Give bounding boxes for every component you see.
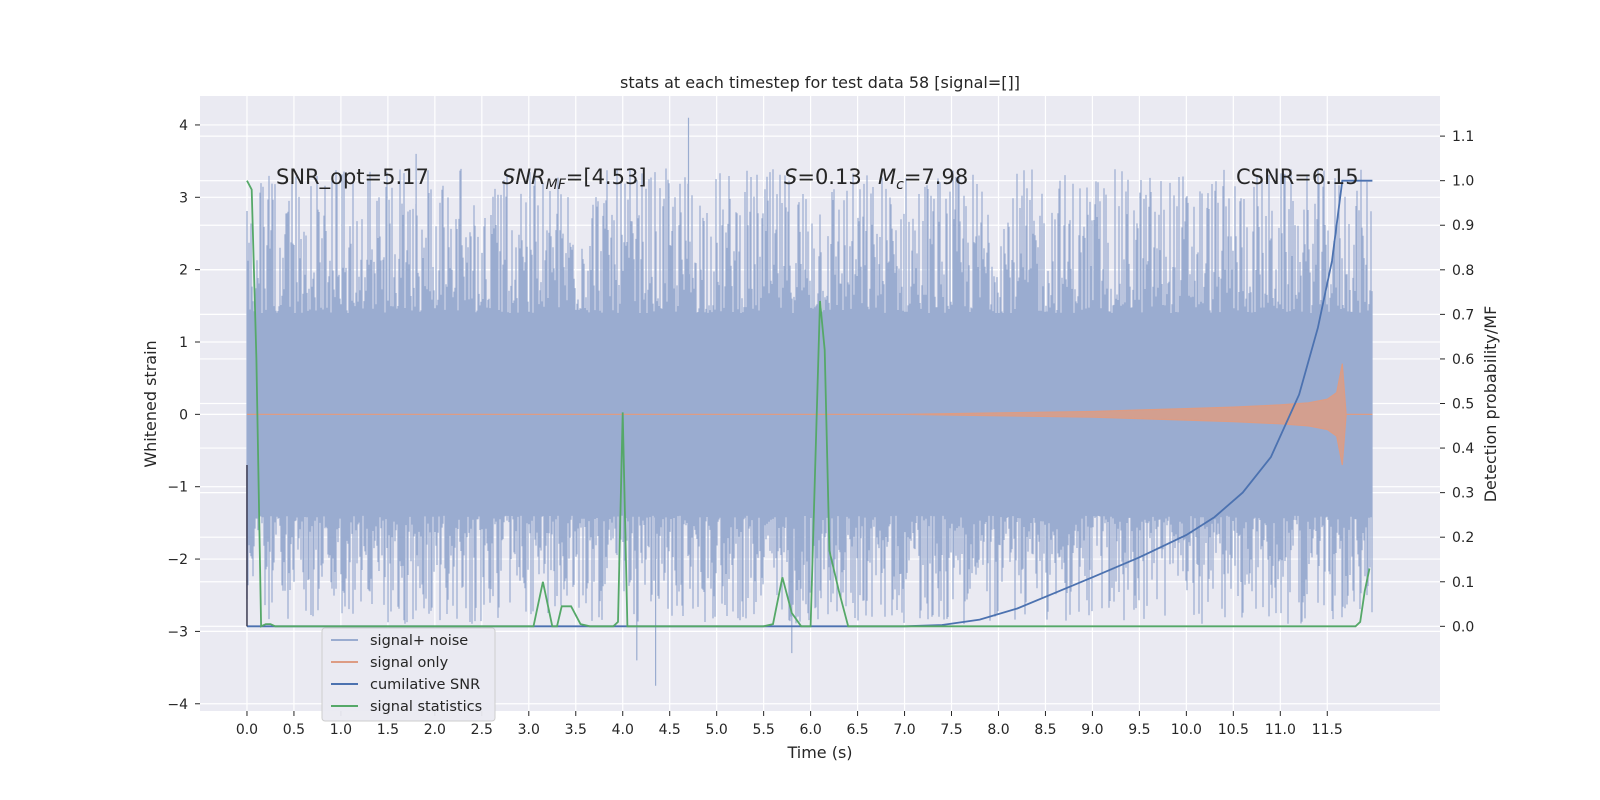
y-right-tick-label: 0.0: [1452, 619, 1474, 635]
annotation-snr-opt: SNR_opt=5.17: [276, 165, 429, 190]
x-tick-label: 6.5: [846, 722, 868, 738]
legend-label-signal-noise: signal+ noise: [370, 633, 468, 649]
x-axis-label: Time (s): [786, 743, 852, 762]
x-tick-label: 6.0: [799, 722, 821, 738]
legend-box: [321, 627, 496, 722]
y-axis-ticks: 4 3 2 1 0 −1 −2 −3 −4: [167, 118, 200, 713]
annotation-s-symbol: S: [784, 165, 797, 189]
x-tick-label: 8.5: [1034, 722, 1056, 738]
x-tick-label: 2.5: [471, 722, 493, 738]
x-tick-label: 5.0: [706, 722, 728, 738]
x-tick-label: 10.5: [1218, 722, 1249, 738]
x-tick-label: 7.5: [940, 722, 962, 738]
x-tick-label: 4.0: [612, 722, 634, 738]
annotation-mc-value: =7.98: [904, 165, 968, 189]
x-tick-label: 11.5: [1312, 722, 1343, 738]
y-right-tick-label: 0.3: [1452, 486, 1474, 502]
y-right-tick-label: 0.7: [1452, 307, 1474, 323]
y-axis-right-ticks: 1.1 1.0 0.9 0.8 0.7 0.6 0.5 0.4 0.3 0.2 0.1 0.0: [1440, 129, 1474, 635]
x-tick-label: 10.0: [1171, 722, 1202, 738]
legend-label-signal-statistics: signal statistics: [370, 699, 482, 715]
noise-spikes: [246, 117, 1373, 686]
x-tick-label: 1.0: [330, 722, 352, 738]
x-tick-label: 9.5: [1128, 722, 1150, 738]
x-axis-ticks: 0.0 0.5 1.0 1.5 2.0 2.5 3.0 3.5 4.0 4.5 5.0 5.5 6.0 6…: [236, 711, 1343, 738]
y-tick-label: 3: [179, 190, 188, 206]
y-right-tick-label: 0.6: [1452, 352, 1474, 368]
annotation-snr-mf-subscript: MF: [546, 177, 567, 193]
y-tick-label: −1: [167, 480, 188, 496]
x-tick-label: 5.5: [753, 722, 775, 738]
y-tick-label: −2: [167, 552, 188, 568]
x-tick-label: 7.0: [893, 722, 915, 738]
y-tick-label: −4: [167, 697, 188, 713]
annotation-mc-symbol: M: [878, 165, 896, 189]
signal-only-series: [247, 363, 1373, 466]
x-tick-label: 0.0: [236, 722, 258, 738]
signal-statistics-line: [246, 180, 1371, 628]
y-tick-label: 1: [179, 335, 188, 351]
signal-only-envelope: [247, 363, 1373, 466]
y-right-tick-label: 0.1: [1452, 575, 1474, 591]
x-tick-label: 3.0: [518, 722, 540, 738]
y-right-tick-label: 0.8: [1452, 263, 1474, 279]
y-tick-label: 2: [179, 263, 188, 279]
annotation-mc: Mc=7.98: [878, 165, 968, 193]
annotation-s-value: =0.13: [797, 165, 861, 189]
legend-label-cumulative-snr: cumilative SNR: [370, 677, 480, 693]
signal-statistics-series: [246, 180, 1371, 628]
y-right-tick-label: 1.0: [1452, 174, 1474, 190]
x-tick-label: 2.0: [424, 722, 446, 738]
chart-title: stats at each timestep for test data 58 …: [620, 73, 1020, 92]
annotation-s: S=0.13: [784, 165, 862, 189]
cumulative-snr-line: [247, 179, 1373, 628]
legend: signal+ noise signal only cumilative SNR…: [321, 627, 496, 722]
cumulative-snr-series: [246, 179, 1373, 628]
y-tick-label: 0: [179, 407, 188, 423]
x-tick-label: 9.0: [1081, 722, 1103, 738]
annotation-snr-mf: SNRMF=[4.53]: [502, 165, 647, 193]
annotation-mc-subscript: c: [896, 177, 904, 193]
y-axis-right-label: Detection probability/MF: [1481, 306, 1500, 503]
y-right-tick-label: 1.1: [1452, 129, 1474, 145]
y-right-tick-label: 0.4: [1452, 441, 1474, 457]
annotation-snr-mf-symbol: SNR: [502, 165, 546, 189]
annotation-snr-mf-value: =[4.53]: [566, 165, 647, 189]
x-tick-label: 1.5: [377, 722, 399, 738]
x-tick-label: 11.0: [1265, 722, 1296, 738]
y-tick-label: −3: [167, 624, 188, 640]
x-tick-label: 8.0: [987, 722, 1009, 738]
y-axis-label: Whitened strain: [141, 340, 160, 467]
y-right-tick-label: 0.2: [1452, 530, 1474, 546]
annotation-csnr: CSNR=6.15: [1236, 165, 1359, 189]
y-right-tick-label: 0.5: [1452, 397, 1474, 413]
y-right-tick-label: 0.9: [1452, 218, 1474, 234]
legend-label-signal-only: signal only: [370, 655, 449, 671]
y-tick-label: 4: [179, 118, 188, 134]
x-tick-label: 0.5: [283, 722, 305, 738]
x-tick-label: 3.5: [565, 722, 587, 738]
x-tick-label: 4.5: [659, 722, 681, 738]
